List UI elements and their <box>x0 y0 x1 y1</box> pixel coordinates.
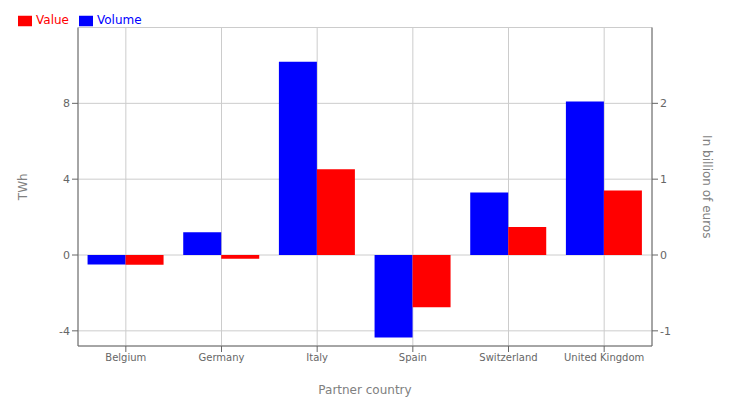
svg-text:0: 0 <box>63 249 70 262</box>
svg-text:Germany: Germany <box>199 352 245 363</box>
svg-text:TWh: TWh <box>16 173 30 201</box>
svg-text:-1: -1 <box>660 325 671 338</box>
svg-text:4: 4 <box>63 173 70 186</box>
html-text:Value: Value <box>36 13 69 27</box>
svg-text:Switzerland: Switzerland <box>479 352 537 363</box>
svg-text:-4: -4 <box>59 325 70 338</box>
svg-text:2: 2 <box>660 97 667 110</box>
html-text:Volume: Volume <box>97 13 142 27</box>
svg-text:Belgium: Belgium <box>105 352 146 363</box>
svg-text:Spain: Spain <box>399 352 427 363</box>
svg-text:In billion of euros: In billion of euros <box>700 135 714 238</box>
svg-text:Italy: Italy <box>306 352 328 363</box>
svg-text:United Kingdom: United Kingdom <box>564 352 644 363</box>
svg-text:8: 8 <box>63 97 70 110</box>
svg-text:0: 0 <box>660 249 667 262</box>
svg-text:1: 1 <box>660 173 667 186</box>
svg-text:Partner country: Partner country <box>318 383 411 397</box>
